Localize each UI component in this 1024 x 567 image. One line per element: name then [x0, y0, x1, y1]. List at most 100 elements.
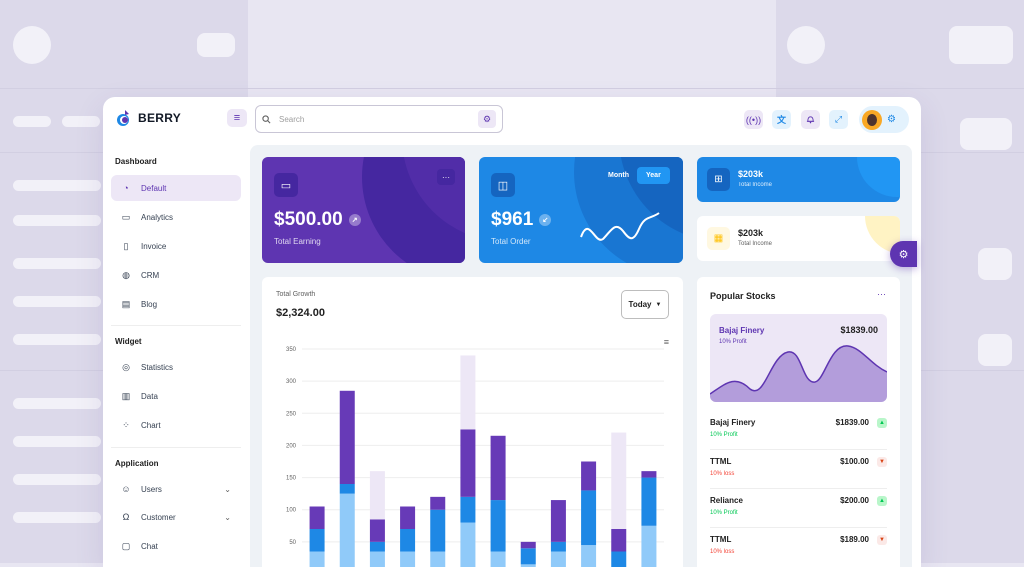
chart-arcs-icon: ◎ — [121, 362, 131, 372]
sidebar: Dashboard ◔ Default ▭ Analytics ▯ Invoic… — [103, 145, 250, 565]
y-tick-label: 100 — [286, 508, 297, 514]
highlight-stock-price: $1839.00 — [840, 325, 878, 335]
chart-bar-segment[interactable] — [460, 523, 475, 567]
stock-highlight-chart: Bajaj Finery $1839.00 10% Profit — [710, 314, 887, 402]
sidebar-item-chat[interactable]: ▢ Chat — [111, 533, 241, 559]
customization-settings-button[interactable]: ⚙ — [890, 241, 917, 267]
chart-bar-segment[interactable] — [641, 478, 656, 526]
search-icon — [262, 115, 271, 124]
chart-bar-segment[interactable] — [430, 497, 445, 510]
search-input[interactable]: Search — [279, 115, 478, 124]
mega-menu-button[interactable]: ((•)) — [744, 110, 763, 129]
chart-bar-segment[interactable] — [641, 471, 656, 477]
profile-menu[interactable]: ⚙ — [859, 106, 909, 133]
card-more-button[interactable]: ··· — [437, 169, 455, 185]
income-label: Total Income — [738, 241, 772, 247]
total-income-card-light: ▦ $203k Total Income — [697, 216, 900, 261]
chart-dots-icon: ⁘ — [121, 420, 131, 430]
chart-bar-segment[interactable] — [400, 507, 415, 530]
chart-bar-segment[interactable] — [370, 542, 385, 552]
chart-bar-segment[interactable] — [521, 542, 536, 548]
chevron-down-icon: ⌄ — [224, 485, 231, 494]
chart-bar-segment[interactable] — [430, 552, 445, 567]
sidebar-item-statistics[interactable]: ◎ Statistics — [111, 354, 241, 380]
stock-trend: 10% loss — [710, 471, 734, 477]
avatar — [862, 110, 882, 130]
chart-bar-segment[interactable] — [460, 497, 475, 523]
chart-bar-segment[interactable] — [551, 500, 566, 542]
chart-bar-segment[interactable] — [370, 552, 385, 567]
chart-bar-segment[interactable] — [491, 500, 506, 551]
more-horizontal-icon[interactable]: ··· — [877, 289, 886, 299]
sidebar-item-label: Statistics — [141, 363, 173, 372]
chart-bar-segment[interactable] — [491, 436, 506, 500]
period-select[interactable]: Today ▼ — [621, 290, 669, 319]
sidebar-item-blog[interactable]: ▤ Blog — [111, 291, 241, 317]
crm-icon: ◍ — [121, 270, 131, 280]
total-income-card-dark: ⊞ $203k Total Income — [697, 157, 900, 202]
total-order-card: ◫ Month Year $961 ↙ Total Order — [479, 157, 683, 263]
chart-bar-segment[interactable] — [400, 529, 415, 552]
arrows-maximize-icon: ⤢ — [835, 114, 842, 125]
chart-bar-segment[interactable] — [310, 552, 325, 567]
earning-label: Total Earning — [274, 237, 321, 246]
chart-bar-segment[interactable] — [310, 507, 325, 530]
month-toggle-button[interactable]: Month — [599, 167, 638, 184]
caret-down-icon: ▼ — [656, 302, 662, 308]
menu-toggle-button[interactable]: ≡ — [227, 109, 247, 127]
stock-row[interactable]: Bajaj Finery $1839.00 10% Profit ▲ — [710, 411, 887, 450]
chart-bar-segment[interactable] — [340, 494, 355, 567]
building-store-icon: ▦ — [714, 233, 723, 244]
chart-bar-segment[interactable] — [400, 552, 415, 567]
sidebar-item-chart[interactable]: ⁘ Chart — [111, 412, 241, 438]
notification-button[interactable] — [801, 110, 820, 129]
chart-bar-segment[interactable] — [581, 545, 596, 567]
chart-bar-segment[interactable] — [521, 548, 536, 564]
chart-bar-segment[interactable] — [641, 526, 656, 567]
chart-bar-segment[interactable] — [370, 519, 385, 542]
stock-row[interactable]: TTML $189.00 10% loss ▼ — [710, 528, 887, 567]
settings-icon: ⚙ — [899, 248, 909, 261]
stock-row[interactable]: Reliance $200.00 10% Profit ▲ — [710, 489, 887, 528]
chart-bar-segment[interactable] — [340, 391, 355, 484]
headset-icon: Ω — [121, 512, 131, 522]
chart-bar-segment[interactable] — [340, 484, 355, 494]
chart-bar-segment[interactable] — [551, 552, 566, 567]
stocks-title: Popular Stocks — [710, 291, 776, 301]
highlight-stock-name: Bajaj Finery — [719, 326, 764, 335]
y-tick-label: 350 — [286, 347, 297, 353]
chart-bar-segment[interactable] — [611, 552, 626, 567]
chart-bar-segment[interactable] — [581, 490, 596, 545]
chart-bar-segment[interactable] — [310, 529, 325, 552]
filter-adjust-button[interactable]: ⚙ — [478, 110, 496, 128]
fullscreen-button[interactable]: ⤢ — [829, 110, 848, 129]
y-tick-label: 200 — [286, 443, 297, 449]
sidebar-item-analytics[interactable]: ▭ Analytics — [111, 204, 241, 230]
chart-bar-segment[interactable] — [611, 529, 626, 552]
chart-bar-segment[interactable] — [581, 462, 596, 491]
language-button[interactable]: 文 — [772, 110, 791, 129]
year-toggle-button[interactable]: Year — [637, 167, 670, 184]
earning-icon-box: ▭ — [274, 173, 298, 197]
chart-bar-segment[interactable] — [370, 471, 385, 519]
chart-bar-segment[interactable] — [430, 510, 445, 552]
chart-bar-segment[interactable] — [460, 429, 475, 497]
brand-name: BERRY — [138, 111, 181, 125]
sidebar-item-data[interactable]: ▥ Data — [111, 383, 241, 409]
stock-row[interactable]: TTML $100.00 10% loss ▼ — [710, 450, 887, 489]
stock-price: $189.00 — [840, 535, 869, 544]
sidebar-item-label: Blog — [141, 300, 157, 309]
chart-bar-segment[interactable] — [460, 355, 475, 429]
search-bar[interactable]: Search ⚙ — [255, 105, 503, 133]
sidebar-item-default[interactable]: ◔ Default — [111, 175, 241, 201]
chart-bar-segment[interactable] — [491, 552, 506, 567]
sidebar-item-crm[interactable]: ◍ CRM — [111, 262, 241, 288]
sidebar-item-users[interactable]: ☺ Users ⌄ — [111, 476, 241, 502]
chart-bar-segment[interactable] — [551, 542, 566, 552]
chart-bar-segment[interactable] — [611, 433, 626, 529]
sidebar-item-customer[interactable]: Ω Customer ⌄ — [111, 504, 241, 530]
berry-logo-icon — [116, 109, 132, 127]
brand-logo[interactable]: BERRY — [116, 109, 181, 127]
sidebar-item-invoice[interactable]: ▯ Invoice — [111, 233, 241, 259]
